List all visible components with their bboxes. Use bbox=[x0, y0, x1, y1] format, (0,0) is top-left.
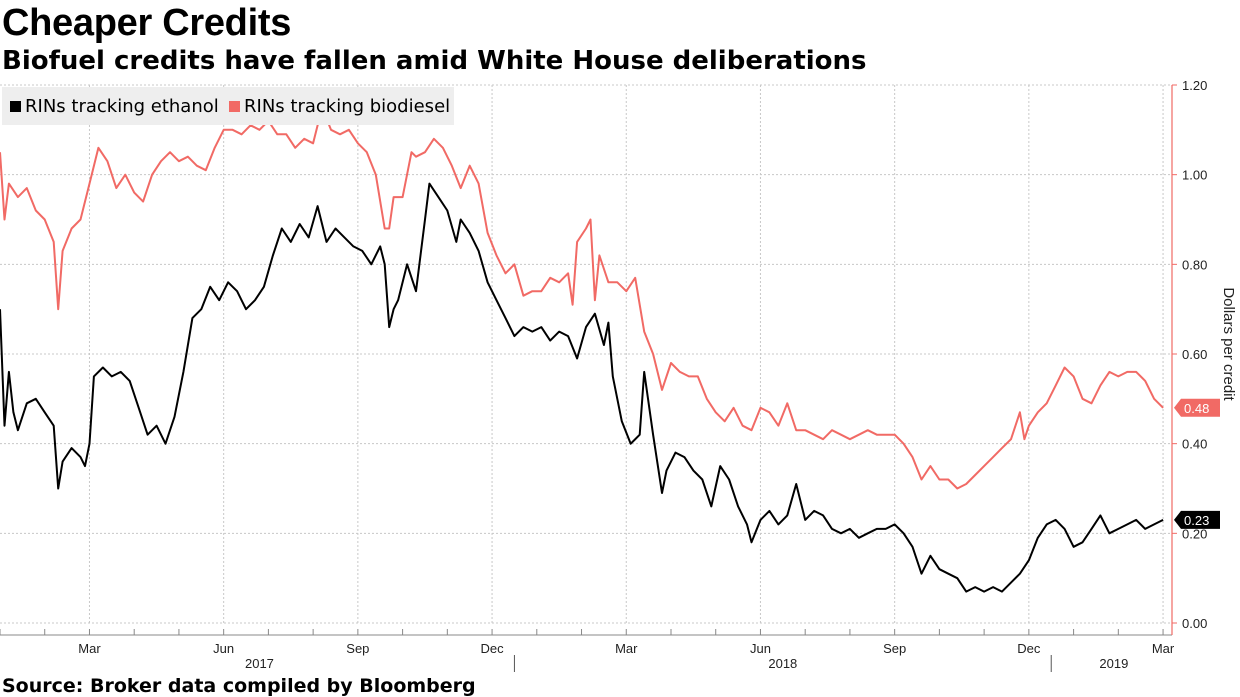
last-value-flag bbox=[1174, 510, 1220, 529]
source-note: Source: Broker data compiled by Bloomber… bbox=[2, 675, 476, 697]
x-tick-label: Sep bbox=[346, 641, 369, 656]
legend-swatch-biodiesel bbox=[229, 101, 240, 112]
x-tick-label: Jun bbox=[750, 641, 771, 656]
last-value-label: 0.23 bbox=[1184, 513, 1209, 528]
y-tick-label: 1.00 bbox=[1182, 168, 1207, 183]
legend-label-ethanol: RINs tracking ethanol bbox=[25, 96, 219, 117]
y-tick-label: 0.20 bbox=[1182, 526, 1207, 541]
axes: 0.00 0.20 0.40 0.60 0.80 1.00 1.20 Mar Jun Sep Dec… bbox=[0, 78, 1237, 672]
year-label: 2018 bbox=[768, 656, 797, 671]
x-tick-label: Dec bbox=[1017, 641, 1041, 656]
series-lines bbox=[0, 106, 1164, 593]
last-value-flag bbox=[1174, 398, 1220, 417]
x-tick-label: Mar bbox=[615, 641, 638, 656]
legend-item-biodiesel: RINs tracking biodiesel bbox=[229, 96, 450, 117]
value-labels: 0.23 0.48 bbox=[1174, 398, 1220, 529]
y-tick-label: 0.40 bbox=[1182, 437, 1207, 452]
series-line-ethanol bbox=[0, 182, 1164, 593]
year-label: 2017 bbox=[245, 656, 274, 671]
legend-swatch-ethanol bbox=[10, 101, 21, 112]
x-tick-label: Sep bbox=[883, 641, 906, 656]
y-tick-label: 0.80 bbox=[1182, 257, 1207, 272]
y-tick-label: 1.20 bbox=[1182, 78, 1207, 93]
series-line-biodiesel bbox=[0, 106, 1164, 490]
legend: RINs tracking ethanol RINs tracking biod… bbox=[2, 87, 454, 125]
y-tick-label: 0.00 bbox=[1182, 616, 1207, 631]
x-tick-label: Mar bbox=[1152, 641, 1175, 656]
chart-title: Cheaper Credits bbox=[2, 2, 292, 44]
chart-subtitle: Biofuel credits have fallen amid White H… bbox=[2, 46, 867, 76]
legend-label-biodiesel: RINs tracking biodiesel bbox=[244, 96, 451, 117]
x-tick-label: Jun bbox=[213, 641, 234, 656]
gridlines bbox=[0, 84, 1172, 624]
y-axis-title: Dollars per credit bbox=[1220, 287, 1237, 401]
last-value-label: 0.48 bbox=[1184, 401, 1209, 416]
legend-item-ethanol: RINs tracking ethanol bbox=[10, 96, 219, 117]
year-label: 2019 bbox=[1099, 656, 1128, 671]
x-tick-label: Dec bbox=[480, 641, 504, 656]
y-tick-label: 0.60 bbox=[1182, 347, 1207, 362]
x-tick-label: Mar bbox=[78, 641, 101, 656]
